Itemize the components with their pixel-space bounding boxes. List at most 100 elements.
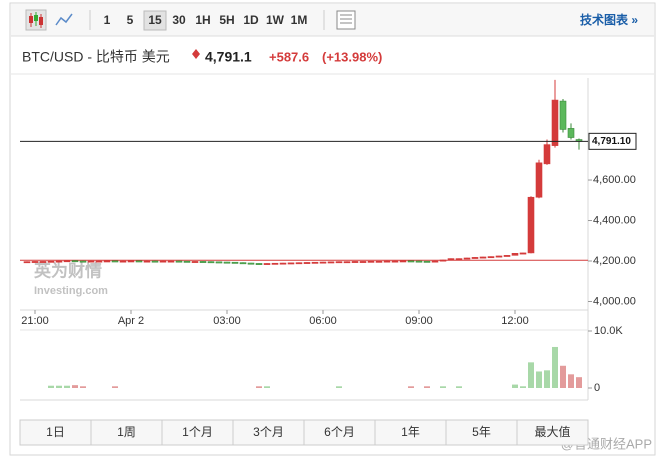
volume-bar: [72, 385, 78, 388]
candle-body: [247, 262, 255, 265]
candle-body: [255, 263, 263, 265]
interval-button[interactable]: 5: [127, 13, 134, 27]
volume-bar: [544, 370, 550, 388]
candle-body: [303, 262, 311, 264]
candle-body: [191, 261, 199, 263]
candle-body: [335, 261, 343, 264]
candle-body: [415, 260, 423, 263]
candle-body: [287, 262, 295, 265]
volume-bar: [264, 386, 270, 388]
interval-button[interactable]: 1D: [243, 13, 259, 27]
candle-body: [31, 261, 39, 263]
x-tick-label: 09:00: [405, 315, 433, 327]
change: +587.6: [269, 49, 309, 64]
logo-cn: 英为财情: [34, 260, 102, 280]
volume-bar: [568, 374, 574, 388]
candle-body: [551, 99, 559, 146]
candle-body: [159, 260, 167, 263]
volume-bar: [64, 385, 70, 388]
candle-body: [279, 262, 287, 265]
candle-body: [511, 253, 519, 256]
x-tick-label: 21:00: [21, 315, 49, 327]
last-price-label: 4,791.10: [592, 136, 631, 147]
volume-bar: [56, 385, 62, 388]
volume-bar: [408, 386, 414, 388]
volume-bar: [80, 386, 86, 388]
candle-body: [223, 261, 231, 264]
interval-button[interactable]: 1W: [266, 13, 285, 27]
candle-body: [519, 252, 527, 255]
volume-bar: [48, 385, 54, 388]
candle-body: [543, 144, 551, 165]
change-pct: (+13.98%): [322, 49, 382, 64]
candle-body: [231, 261, 239, 264]
range-button[interactable]: 6个月: [324, 425, 355, 439]
volume-bar: [560, 365, 566, 388]
interval-button[interactable]: 15: [148, 13, 162, 27]
y-tick-label: 4,000.00: [593, 295, 636, 307]
candle-body: [527, 196, 535, 254]
candle-body: [479, 256, 487, 259]
candle-body: [535, 162, 543, 198]
interval-button[interactable]: 5H: [219, 13, 234, 27]
candle-body: [471, 257, 479, 259]
settings-icon[interactable]: [336, 10, 356, 30]
candle-body: [399, 260, 407, 263]
interval-button[interactable]: 1M: [291, 13, 308, 27]
candle-body: [103, 260, 111, 263]
candle-body: [311, 261, 319, 264]
candle-body: [119, 260, 127, 263]
candle-body: [215, 261, 223, 264]
volume-bar: [552, 346, 558, 388]
volume-bar: [424, 386, 430, 388]
volume-bar: [456, 386, 462, 388]
y-tick-label: 4,400.00: [593, 214, 636, 226]
candle-body: [63, 260, 71, 263]
candle-body: [167, 260, 175, 263]
candle-body: [47, 260, 55, 263]
line-icon[interactable]: [55, 13, 73, 26]
candle-body: [23, 261, 31, 264]
candle-body: [183, 260, 191, 263]
candle-body: [383, 260, 391, 263]
range-button[interactable]: 最大值: [534, 424, 570, 439]
range-button[interactable]: 5年: [472, 425, 491, 439]
range-button[interactable]: 1周: [117, 425, 136, 439]
candle-body: [207, 261, 215, 264]
range-button[interactable]: 1日: [46, 425, 65, 439]
candle-body: [439, 259, 447, 262]
volume-bar: [536, 371, 542, 388]
interval-button[interactable]: 1H: [195, 13, 210, 27]
y-tick-label: 4,200.00: [593, 255, 636, 267]
volume-bar: [528, 362, 534, 388]
candle-body: [151, 260, 159, 263]
candle-body: [239, 262, 247, 265]
candle-body: [431, 260, 439, 263]
candle-body: [559, 100, 567, 130]
volume-bar: [440, 386, 446, 388]
x-tick-label: 12:00: [501, 315, 529, 327]
candle-body: [423, 260, 431, 263]
x-tick-label: Apr 2: [118, 315, 144, 327]
candle-body: [343, 261, 351, 264]
candle-body: [463, 257, 471, 260]
tech-chart-link[interactable]: 技术图表 »: [580, 12, 638, 27]
interval-button[interactable]: 30: [172, 13, 186, 27]
candle-body: [359, 261, 367, 263]
volume-bar: [256, 386, 262, 388]
candle-body: [407, 260, 415, 263]
range-button[interactable]: 1个月: [182, 425, 213, 439]
candle-body: [143, 260, 151, 263]
logo-en: Investing.com: [34, 285, 108, 297]
candle-body: [391, 260, 399, 263]
candle-body: [351, 261, 359, 263]
range-button[interactable]: 1年: [401, 425, 420, 439]
frame: [9, 2, 656, 456]
interval-button[interactable]: 1: [104, 13, 111, 27]
candle-body: [111, 260, 119, 263]
candle-body: [455, 258, 463, 261]
candle-body: [367, 260, 375, 263]
candle-icon[interactable]: [25, 9, 47, 31]
range-button[interactable]: 3个月: [253, 425, 284, 439]
